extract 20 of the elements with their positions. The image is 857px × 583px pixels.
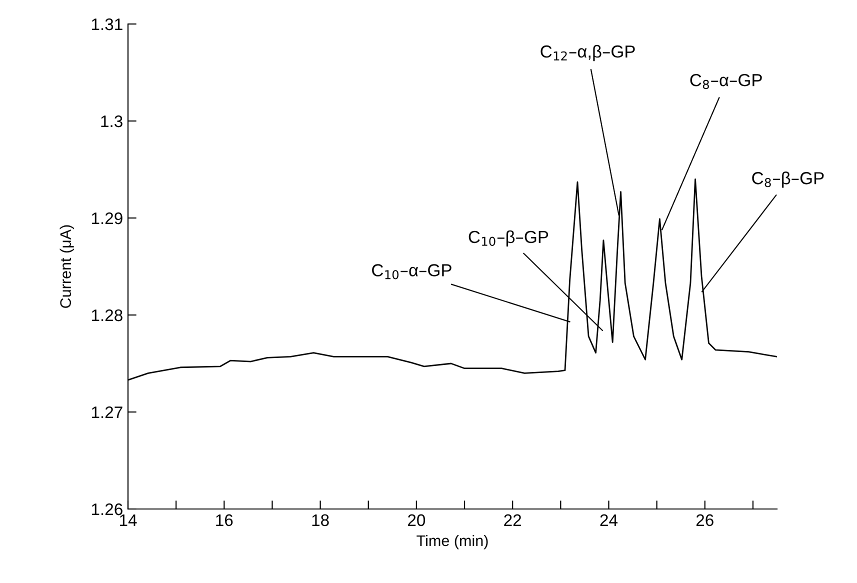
annotation: C$_{10}$–α–GP	[372, 264, 452, 280]
annotation: C$_{10}$–β–GP	[468, 230, 548, 247]
x-tick-label: 20	[408, 514, 426, 526]
y-tick-label: 1.26	[92, 503, 122, 516]
y-tick-label: 1.28	[92, 309, 122, 322]
y-tick-label: 1.29	[92, 212, 122, 224]
y-axis-title: Current (μA)	[60, 225, 74, 308]
y-tick-label: 1.31	[92, 18, 122, 30]
annotation: C$_{12}$–α,β–GP	[540, 44, 635, 62]
y-tick-label: 1.27	[92, 406, 122, 418]
y-tick-label: 1.3	[101, 115, 122, 128]
x-tick-label: 16	[216, 514, 233, 526]
x-tick-label: 22	[504, 514, 522, 526]
x-tick-label: 18	[312, 514, 329, 526]
x-tick-label: 24	[600, 514, 618, 526]
x-tick-label: 14	[120, 514, 137, 526]
x-tick-label: 26	[696, 514, 714, 526]
x-axis-title: Time (min)	[416, 534, 488, 550]
annotation: C$_{8}$–β–GP	[752, 172, 824, 188]
annotation: C$_{8}$–α–GP	[690, 74, 762, 90]
